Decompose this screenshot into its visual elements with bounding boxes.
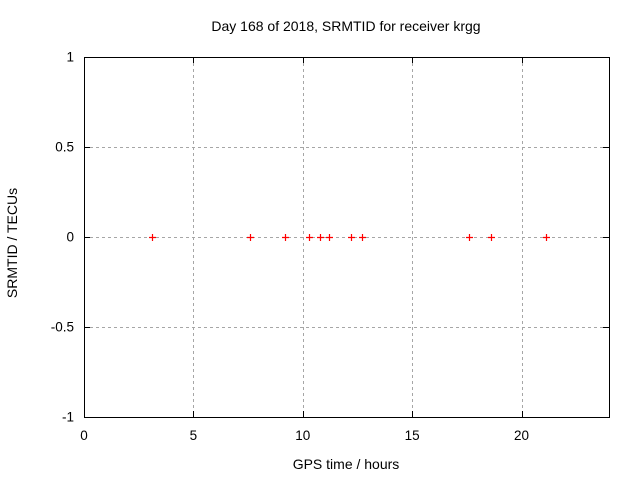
- axes: [84, 57, 610, 418]
- data-point-marker: [466, 234, 473, 241]
- data-point-marker: [326, 234, 333, 241]
- tick-labels: 0 5 10 15 20 1 0.5 0 -0.5 -1: [51, 50, 529, 444]
- x-tick-label: 5: [190, 428, 198, 443]
- y-tick-label: 1: [66, 50, 74, 65]
- y-tick-label: -0.5: [51, 320, 74, 335]
- x-tick-label: 0: [80, 428, 88, 443]
- data-point-marker: [543, 234, 550, 241]
- data-points: [149, 234, 550, 241]
- data-point-marker: [317, 234, 324, 241]
- x-axis-label: GPS time / hours: [293, 456, 400, 472]
- x-tick-label: 10: [295, 428, 310, 443]
- gridlines: [84, 57, 609, 417]
- data-point-marker: [149, 234, 156, 241]
- y-tick-label: -1: [62, 410, 74, 425]
- x-tick-label: 20: [514, 428, 529, 443]
- x-tick-label: 15: [405, 428, 420, 443]
- data-point-marker: [348, 234, 355, 241]
- y-tick-label: 0: [66, 230, 74, 245]
- data-point-marker: [488, 234, 495, 241]
- data-point-marker: [306, 234, 313, 241]
- y-axis-label: SRMTID / TECUs: [4, 188, 20, 298]
- data-point-marker: [359, 234, 366, 241]
- data-point-marker: [247, 234, 254, 241]
- data-point-marker: [282, 234, 289, 241]
- y-tick-label: 0.5: [55, 140, 74, 155]
- chart-title: Day 168 of 2018, SRMTID for receiver krg…: [211, 18, 480, 34]
